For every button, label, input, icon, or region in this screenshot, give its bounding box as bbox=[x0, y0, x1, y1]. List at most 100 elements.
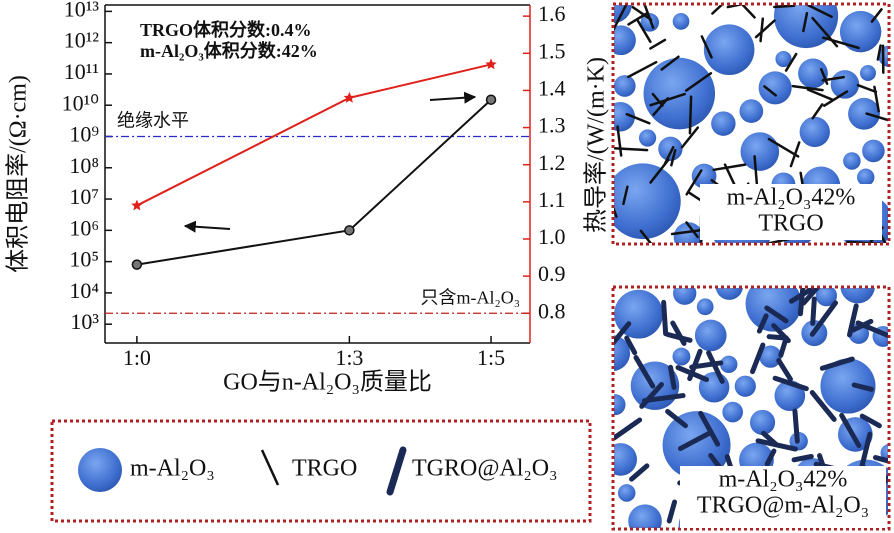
flake bbox=[711, 5, 724, 15]
flake bbox=[806, 88, 834, 101]
particle bbox=[799, 116, 830, 148]
flake bbox=[851, 382, 874, 392]
particle bbox=[857, 168, 875, 186]
flake bbox=[624, 335, 638, 356]
particle bbox=[722, 401, 744, 423]
particle bbox=[672, 13, 690, 30]
flake bbox=[759, 17, 765, 43]
flake bbox=[649, 38, 667, 50]
legend-ball bbox=[78, 448, 122, 492]
x-axis-title: GO与n-Al₂O₃质量比 bbox=[223, 369, 432, 396]
particle bbox=[640, 13, 660, 32]
particle bbox=[758, 71, 792, 105]
legend: m-Al₂O₃ TRGO TGRO@Al₂O₃ bbox=[50, 419, 592, 523]
legend-line bbox=[260, 449, 280, 486]
flake bbox=[801, 288, 821, 306]
flake bbox=[870, 8, 883, 23]
flake bbox=[614, 147, 649, 152]
particle bbox=[628, 504, 662, 528]
point bbox=[485, 58, 497, 70]
y-tick-label: 10⁸ bbox=[69, 153, 99, 178]
flake bbox=[670, 149, 677, 167]
flake bbox=[850, 318, 874, 333]
flake bbox=[677, 430, 712, 452]
flake bbox=[726, 5, 745, 9]
y2-axis-title: 热导率/(W/(m·K) bbox=[583, 57, 610, 233]
particle bbox=[840, 288, 875, 304]
y-tick-label: 10³ bbox=[70, 309, 99, 334]
flake bbox=[684, 72, 713, 92]
arrow bbox=[183, 220, 231, 233]
flake bbox=[688, 95, 693, 135]
flake bbox=[689, 360, 724, 370]
particle bbox=[691, 163, 717, 189]
chart: 10³ 10⁴ 10⁵ 10⁶ 10⁷ 10⁸ 10⁹ 10¹⁰ 10¹¹ 10¹² 10¹³ 0.8… bbox=[5, 0, 610, 396]
flake bbox=[791, 453, 814, 463]
flake bbox=[706, 350, 725, 384]
y-tick-label: 10¹² bbox=[64, 28, 100, 53]
y-tick-label: 10¹⁰ bbox=[62, 90, 100, 115]
reference-label: 绝缘水平 bbox=[117, 111, 189, 131]
flake bbox=[700, 35, 713, 59]
label-box bbox=[700, 184, 882, 240]
particle bbox=[658, 136, 683, 161]
x-tick-label: 1:0 bbox=[123, 345, 151, 370]
flake bbox=[636, 19, 652, 44]
flake bbox=[663, 145, 675, 165]
reference-label: 只含m-Al₂O₃ bbox=[420, 287, 520, 307]
legend-label: m-Al₂O₃ bbox=[130, 456, 215, 482]
flake bbox=[616, 125, 623, 157]
particle bbox=[859, 64, 876, 81]
flake bbox=[643, 5, 655, 29]
y-tick-label: 10⁵ bbox=[69, 247, 99, 272]
particle bbox=[614, 335, 631, 372]
flake bbox=[675, 365, 710, 383]
flake bbox=[685, 169, 703, 196]
flake bbox=[698, 410, 721, 447]
y2-tick-label: 1.6 bbox=[538, 1, 566, 26]
y2-tick-label: 1.0 bbox=[538, 224, 566, 249]
flake bbox=[753, 155, 759, 186]
panel-label: TRGO@m-Al₂O₃ bbox=[697, 493, 869, 519]
flake bbox=[750, 342, 766, 375]
y2-tick-label: 0.8 bbox=[538, 298, 566, 323]
flake bbox=[614, 5, 628, 32]
flake bbox=[639, 382, 664, 409]
particle bbox=[720, 355, 738, 374]
x-tick-label: 1:3 bbox=[335, 345, 363, 370]
flake bbox=[651, 92, 664, 107]
flake bbox=[767, 137, 800, 158]
flake bbox=[802, 11, 809, 33]
flake bbox=[665, 332, 693, 343]
series-line bbox=[136, 98, 492, 266]
flake bbox=[754, 19, 776, 39]
flake bbox=[764, 305, 789, 324]
flake bbox=[764, 448, 777, 467]
flake bbox=[756, 313, 769, 334]
particle bbox=[703, 24, 755, 75]
flake bbox=[614, 321, 632, 346]
y-tick-label: 10⁷ bbox=[69, 184, 99, 209]
y2-tick-label: 1.3 bbox=[538, 113, 566, 138]
flake bbox=[680, 126, 700, 149]
flake bbox=[626, 60, 658, 79]
particle bbox=[715, 288, 743, 300]
panel-label: TRGO bbox=[758, 211, 823, 237]
flake bbox=[804, 5, 833, 18]
y2-tick-label: 0.9 bbox=[538, 261, 566, 286]
flake bbox=[763, 85, 778, 97]
flake bbox=[792, 408, 800, 444]
legend-label: TGRO@Al₂O₃ bbox=[412, 456, 558, 482]
series-line bbox=[136, 63, 492, 207]
flake bbox=[839, 412, 862, 449]
particle bbox=[734, 375, 756, 397]
legend-box bbox=[50, 419, 592, 523]
particle bbox=[614, 25, 636, 56]
flake bbox=[625, 112, 651, 125]
point bbox=[131, 199, 143, 211]
particle bbox=[672, 347, 691, 366]
point bbox=[131, 259, 143, 270]
label-box bbox=[680, 466, 886, 528]
flake bbox=[712, 163, 747, 172]
